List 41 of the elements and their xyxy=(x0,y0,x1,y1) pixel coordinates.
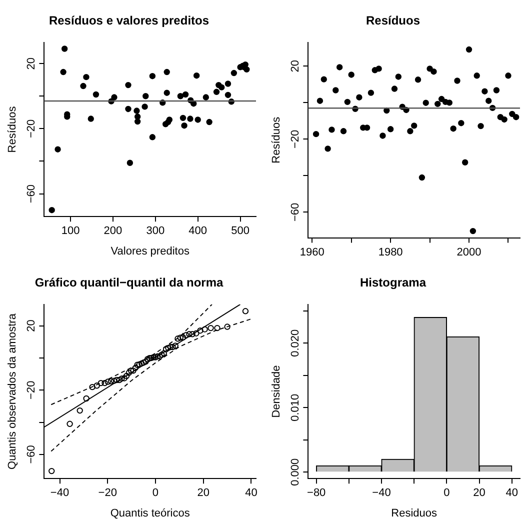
x-tick-label: 40 xyxy=(506,487,518,500)
x-tick-label: 20 xyxy=(473,487,486,500)
x-tick-label: 500 xyxy=(231,225,250,238)
y-tick-label: 20 xyxy=(26,320,38,332)
x-tick-label: 200 xyxy=(104,225,122,238)
y-tick-label: −60 xyxy=(26,184,38,204)
y-tick-label: 20 xyxy=(26,57,38,70)
y-tick-label: 0.010 xyxy=(290,394,302,422)
y-axis-title: Densidade xyxy=(270,365,283,418)
chart-title: Histograma xyxy=(360,276,426,290)
x-tick-label: 0 xyxy=(152,487,159,500)
x-tick-label: 20 xyxy=(197,487,210,500)
x-tick-label: 0 xyxy=(444,487,450,500)
y-axis-title: Resíduos xyxy=(270,116,283,164)
y-tick-label: −20 xyxy=(290,130,302,149)
chart-title: Resíduos e valores preditos xyxy=(48,14,210,28)
x-axis-title: Residuos xyxy=(391,507,438,520)
y-tick-label: −20 xyxy=(26,119,38,138)
x-axis-title: Valores preditos xyxy=(110,245,190,258)
y-tick-label: −20 xyxy=(26,380,38,400)
x-tick-label: 1980 xyxy=(378,246,403,258)
x-tick-label: 100 xyxy=(61,225,80,238)
x-tick-label: −80 xyxy=(307,487,326,500)
chart-title: Gráfico quantil−quantil da norma xyxy=(34,276,224,290)
y-tick-label: 0.000 xyxy=(290,458,302,486)
x-tick-label: 1960 xyxy=(300,246,324,258)
y-tick-label: 0.020 xyxy=(290,329,302,357)
y-tick-label: −60 xyxy=(26,445,38,464)
x-tick-label: −40 xyxy=(372,487,391,500)
y-axis-title: Quantis observados da amostra xyxy=(6,312,19,470)
y-tick-label: −60 xyxy=(290,202,302,222)
x-tick-label: 2000 xyxy=(456,246,482,258)
x-tick-label: 400 xyxy=(188,225,208,238)
x-tick-label: 300 xyxy=(146,225,165,238)
x-axis-title: Quantis teóricos xyxy=(110,507,190,520)
chart-title: Resíduos xyxy=(366,14,420,28)
y-axis-title: Resíduos xyxy=(6,106,19,153)
x-tick-label: −40 xyxy=(50,487,70,500)
x-tick-label: 40 xyxy=(245,487,258,500)
y-tick-label: 20 xyxy=(290,60,302,72)
x-tick-label: −20 xyxy=(98,487,117,500)
